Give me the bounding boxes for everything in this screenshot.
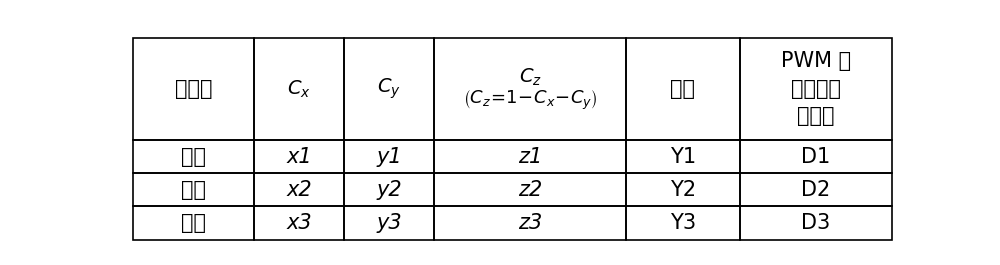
Bar xyxy=(254,173,344,206)
Text: PWM 控: PWM 控 xyxy=(781,51,851,71)
Bar xyxy=(626,38,740,140)
Bar xyxy=(133,38,254,140)
Bar xyxy=(254,206,344,240)
Text: 绿色: 绿色 xyxy=(181,180,206,200)
Text: z3: z3 xyxy=(518,213,542,233)
Text: D1: D1 xyxy=(801,147,831,167)
Bar xyxy=(434,140,626,173)
Text: 制信号的: 制信号的 xyxy=(791,79,841,99)
Bar xyxy=(740,38,892,140)
Bar xyxy=(344,206,434,240)
Bar xyxy=(254,38,344,140)
Text: $C_x$: $C_x$ xyxy=(287,78,311,100)
Text: 占空比: 占空比 xyxy=(797,107,835,126)
Bar xyxy=(740,206,892,240)
Bar xyxy=(740,173,892,206)
Text: z2: z2 xyxy=(518,180,542,200)
Bar xyxy=(254,140,344,173)
Text: x1: x1 xyxy=(286,147,312,167)
Text: 三基色: 三基色 xyxy=(175,79,212,99)
Text: D2: D2 xyxy=(801,180,831,200)
Text: $\left(C_z\!=\!1\!-\!C_x\!-\!C_y\right)$: $\left(C_z\!=\!1\!-\!C_x\!-\!C_y\right)$ xyxy=(463,89,597,112)
Bar xyxy=(344,38,434,140)
Bar xyxy=(740,140,892,173)
Bar xyxy=(133,206,254,240)
Text: z1: z1 xyxy=(518,147,542,167)
Bar xyxy=(344,140,434,173)
Text: 亮度: 亮度 xyxy=(670,79,695,99)
Text: $C_y$: $C_y$ xyxy=(377,77,401,101)
Text: D3: D3 xyxy=(801,213,831,233)
Bar xyxy=(626,206,740,240)
Bar xyxy=(133,140,254,173)
Text: Y2: Y2 xyxy=(670,180,696,200)
Text: 红色: 红色 xyxy=(181,147,206,167)
Bar xyxy=(626,140,740,173)
Text: x2: x2 xyxy=(286,180,312,200)
Text: Y3: Y3 xyxy=(670,213,696,233)
Bar xyxy=(626,173,740,206)
Text: y2: y2 xyxy=(376,180,402,200)
Text: 蓝色: 蓝色 xyxy=(181,213,206,233)
Text: Y1: Y1 xyxy=(670,147,696,167)
Bar xyxy=(434,173,626,206)
Text: y1: y1 xyxy=(376,147,402,167)
Bar xyxy=(434,206,626,240)
Text: x3: x3 xyxy=(286,213,312,233)
Bar xyxy=(434,38,626,140)
Text: y3: y3 xyxy=(376,213,402,233)
Text: $C_z$: $C_z$ xyxy=(519,67,542,88)
Bar xyxy=(133,173,254,206)
Bar xyxy=(344,173,434,206)
